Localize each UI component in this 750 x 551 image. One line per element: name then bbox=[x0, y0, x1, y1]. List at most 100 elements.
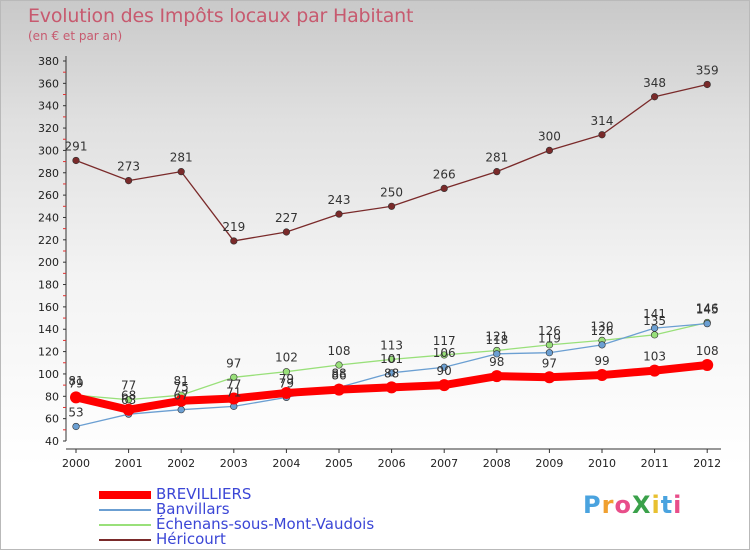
proxiti-logo: ProXiti bbox=[583, 491, 682, 519]
data-label: 146 bbox=[696, 302, 719, 316]
data-label: 117 bbox=[433, 334, 456, 348]
legend-swatch bbox=[99, 524, 151, 526]
x-tick-label: 2005 bbox=[325, 457, 353, 470]
data-point bbox=[388, 369, 396, 377]
x-tick-label: 2011 bbox=[641, 457, 669, 470]
data-label: 108 bbox=[328, 344, 351, 358]
data-label: 88 bbox=[384, 366, 399, 380]
y-tick-label: 100 bbox=[38, 368, 59, 381]
axes: 40 60 80 100 120 140 160 180 200 220 240 260 280 300 3… bbox=[38, 55, 721, 470]
x-tick-label: 2010 bbox=[588, 457, 616, 470]
data-point bbox=[701, 359, 714, 371]
data-label: 227 bbox=[275, 211, 298, 225]
data-label: 63 bbox=[121, 393, 136, 407]
data-point bbox=[124, 396, 133, 404]
x-tick-label: 2007 bbox=[430, 457, 458, 470]
data-points bbox=[70, 80, 714, 431]
data-label: 77 bbox=[121, 379, 136, 393]
legend-swatch bbox=[99, 509, 151, 511]
x-tick-label: 2009 bbox=[535, 457, 563, 470]
data-point bbox=[545, 341, 554, 349]
chart-title: Evolution des Impôts locaux par Habitant bbox=[28, 5, 414, 27]
y-tick-label: 380 bbox=[38, 55, 59, 68]
data-point bbox=[598, 341, 606, 349]
data-point bbox=[493, 350, 501, 358]
data-label: 141 bbox=[643, 307, 666, 321]
data-point bbox=[282, 228, 291, 236]
x-tick-label: 2001 bbox=[115, 457, 143, 470]
data-point bbox=[72, 422, 80, 431]
data-label: 90 bbox=[437, 364, 452, 378]
logo-letter: o bbox=[614, 491, 632, 519]
data-label: 79 bbox=[279, 372, 294, 386]
data-label: 81 bbox=[68, 374, 83, 388]
data-point bbox=[175, 394, 188, 407]
data-point bbox=[177, 406, 185, 414]
data-point bbox=[703, 320, 711, 328]
data-label: 103 bbox=[643, 350, 666, 364]
logo-letter: P bbox=[583, 491, 602, 519]
x-tick-label: 2012 bbox=[693, 457, 721, 470]
y-tick-label: 200 bbox=[38, 256, 59, 269]
data-label: 145 bbox=[696, 303, 719, 317]
logo-letter: r bbox=[601, 491, 615, 519]
data-point bbox=[70, 391, 82, 404]
y-tick-label: 320 bbox=[38, 122, 59, 135]
data-label: 281 bbox=[485, 151, 508, 165]
data-label: 77 bbox=[226, 378, 241, 392]
data-label: 81 bbox=[174, 374, 189, 388]
x-tick-label: 2004 bbox=[272, 457, 300, 470]
data-label: 67 bbox=[174, 389, 189, 403]
logo-letter: t bbox=[660, 491, 674, 519]
data-point bbox=[230, 373, 238, 381]
legend-label: Échenans-sous-Mont-Vaudois bbox=[156, 515, 375, 533]
data-label: 348 bbox=[643, 76, 666, 90]
y-tick-label: 160 bbox=[38, 301, 59, 314]
data-label: 250 bbox=[380, 185, 403, 199]
data-label: 75 bbox=[174, 380, 189, 394]
data-label: 99 bbox=[594, 354, 609, 368]
y-tick-label: 180 bbox=[38, 279, 59, 292]
data-point bbox=[440, 184, 448, 193]
y-tick-label: 360 bbox=[38, 77, 59, 90]
logo-letter: i bbox=[673, 491, 683, 519]
y-tick-label: 340 bbox=[38, 100, 59, 113]
data-label: 71 bbox=[226, 385, 241, 399]
y-tick-label: 80 bbox=[45, 390, 59, 403]
y-tick-label: 60 bbox=[45, 413, 59, 426]
data-point bbox=[333, 383, 345, 396]
data-point bbox=[650, 93, 659, 101]
legend-label: Héricourt bbox=[156, 530, 226, 548]
data-label: 266 bbox=[433, 167, 456, 181]
data-point bbox=[124, 176, 133, 185]
data-point bbox=[493, 168, 501, 176]
data-label: 108 bbox=[696, 344, 719, 358]
data-label: 79 bbox=[68, 376, 83, 390]
data-label: 53 bbox=[68, 405, 83, 419]
data-label: 219 bbox=[222, 220, 245, 234]
data-point bbox=[703, 80, 711, 89]
data-label: 359 bbox=[696, 63, 719, 77]
data-point bbox=[650, 331, 659, 339]
legend-label: BREVILLIERS bbox=[156, 485, 252, 503]
x-tick-label: 2008 bbox=[483, 457, 511, 470]
data-label: 135 bbox=[643, 314, 666, 328]
data-label: 121 bbox=[485, 329, 508, 343]
data-point bbox=[177, 168, 185, 176]
legend-swatch bbox=[99, 491, 151, 499]
y-tick-label: 280 bbox=[38, 167, 59, 180]
data-point bbox=[72, 156, 80, 165]
data-point bbox=[122, 403, 135, 416]
data-label: 113 bbox=[380, 338, 403, 352]
data-label: 106 bbox=[433, 346, 456, 360]
x-tick-label: 2002 bbox=[167, 457, 195, 470]
y-tick-label: 220 bbox=[38, 234, 59, 247]
data-label: 97 bbox=[226, 356, 241, 370]
data-point bbox=[490, 370, 503, 383]
y-tick-label: 260 bbox=[38, 189, 59, 202]
y-tick-label: 40 bbox=[45, 435, 59, 448]
data-label: 79 bbox=[279, 376, 294, 390]
y-tick-label: 300 bbox=[38, 144, 59, 157]
